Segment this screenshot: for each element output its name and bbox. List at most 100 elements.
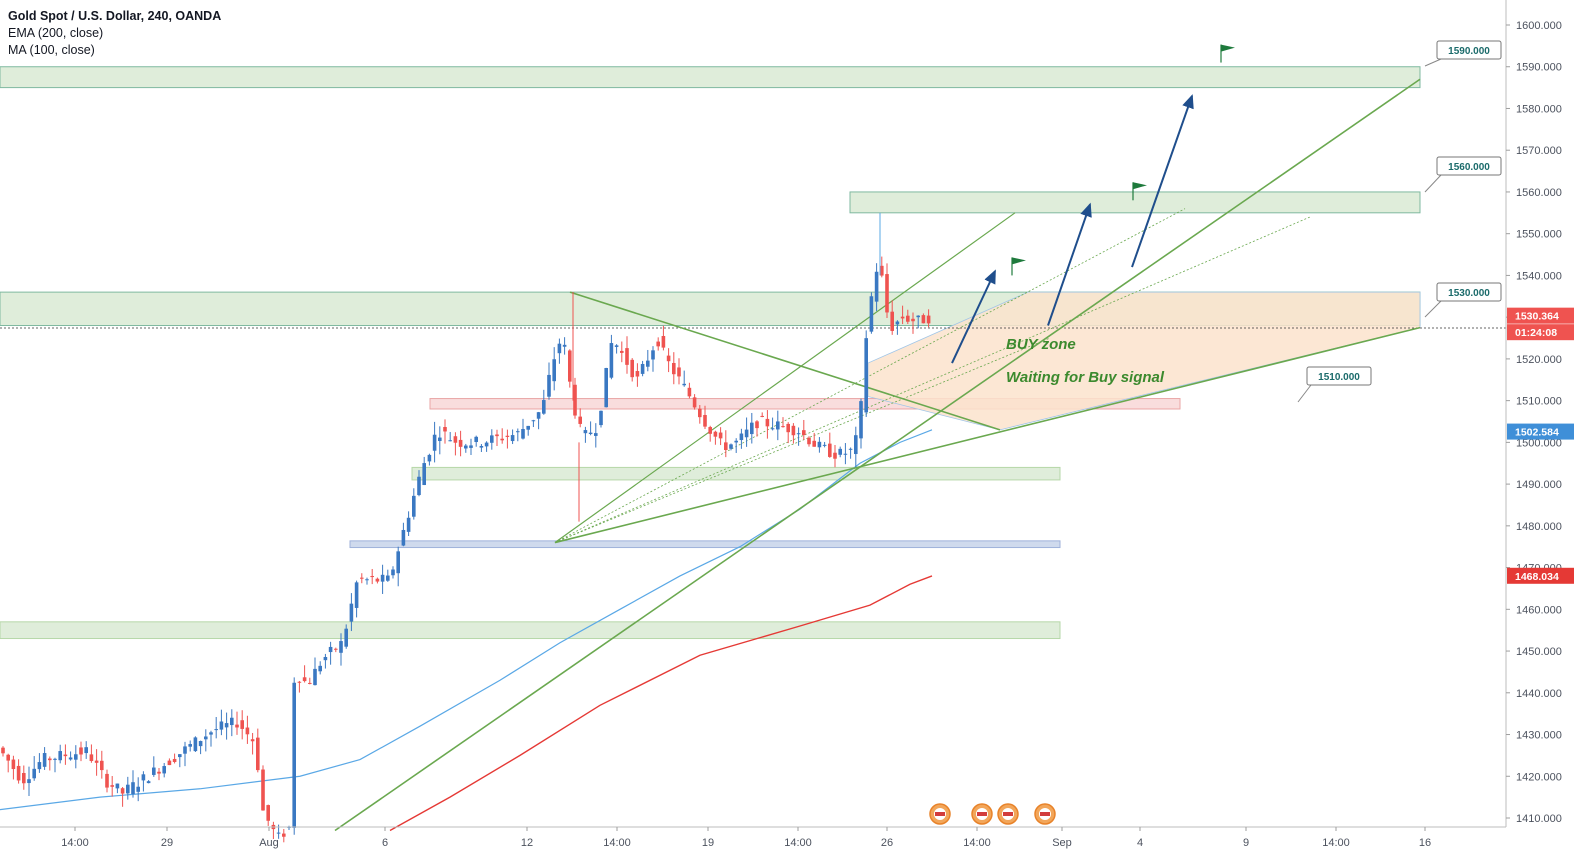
candle-body-63 <box>328 646 333 653</box>
candle-body-49 <box>256 737 260 771</box>
candle-body-1 <box>6 754 10 761</box>
candle-body-124 <box>646 360 650 367</box>
candle-body-59 <box>308 682 312 684</box>
candle-body-139 <box>724 442 728 451</box>
candle-body-88 <box>458 439 463 447</box>
trendline-2 <box>569 291 1001 431</box>
x-tick-label-10: Sep <box>1052 837 1072 849</box>
ma-indicator-label[interactable]: MA (100, close) <box>8 43 95 57</box>
candle-body-155 <box>807 437 811 445</box>
candle-body-42 <box>219 721 224 730</box>
trendline-5 <box>554 216 1311 543</box>
trendlines <box>334 78 1421 832</box>
candle-body-133 <box>692 397 697 408</box>
candle-body-58 <box>302 677 307 682</box>
candle-body-4 <box>22 772 26 784</box>
candle-body-134 <box>698 408 702 418</box>
countdown-box <box>1507 324 1574 341</box>
y-tick-label-19: 1600.000 <box>1516 20 1562 32</box>
candle-body-41 <box>214 729 218 731</box>
trendline-3 <box>554 212 1016 544</box>
candle-body-62 <box>323 656 328 661</box>
price-callout-0: 1590.000 <box>1424 40 1502 67</box>
candle-body-149 <box>776 421 780 430</box>
candle-body-37 <box>193 737 198 752</box>
candle-body-156 <box>812 440 816 447</box>
target-flag-icon-0 <box>1011 257 1026 276</box>
candle-body-38 <box>198 741 203 747</box>
last-price-box <box>1507 307 1574 324</box>
x-tick-label-7: 14:00 <box>784 837 812 849</box>
candle-body-43 <box>224 723 229 728</box>
candle-body-54 <box>282 833 286 837</box>
candle-body-142 <box>739 433 744 441</box>
candle-body-26 <box>136 786 140 792</box>
candle-body-18 <box>94 760 99 763</box>
candle-body-27 <box>141 774 146 781</box>
candle-body-20 <box>105 773 109 788</box>
x-tick-label-14: 16 <box>1419 837 1431 849</box>
y-tick-label-5: 1460.000 <box>1516 604 1562 616</box>
candle-body-16 <box>84 747 88 754</box>
candle-body-157 <box>817 441 822 448</box>
candle-body-162 <box>843 453 848 455</box>
event-flag-icon-3 <box>1034 803 1056 825</box>
candle-body-56 <box>292 682 296 828</box>
candle-body-75 <box>391 569 395 576</box>
candle-body-93 <box>484 442 489 447</box>
candle-body-2 <box>11 759 16 770</box>
y-tick-label-17: 1580.000 <box>1516 103 1562 115</box>
candle-body-9 <box>48 758 52 761</box>
candle-body-48 <box>250 739 255 742</box>
time-axis[interactable]: 14:00 29 Aug 6 12 14:00 19 14:00 26 14:00 Sep 4 9 14:… <box>0 826 1506 849</box>
candle-body-28 <box>146 781 151 784</box>
candle-body-94 <box>490 435 494 443</box>
candle-body-66 <box>344 628 348 647</box>
candle-body-128 <box>666 355 671 362</box>
candle-body-8 <box>42 753 47 767</box>
candle-body-72 <box>375 578 380 582</box>
candle-body-33 <box>172 758 177 762</box>
price-axis[interactable]: 1410.000 1420.000 1430.000 1440.000 1450.000… <box>1505 0 1574 827</box>
candle-body-141 <box>734 440 738 443</box>
candle-body-132 <box>687 387 692 397</box>
ema-line <box>0 429 933 811</box>
event-flag-icon-2 <box>997 803 1019 825</box>
candle-body-64 <box>334 648 338 650</box>
y-tick-label-13: 1540.000 <box>1516 270 1562 282</box>
candle-body-97 <box>505 435 510 437</box>
candle-body-73 <box>380 574 385 582</box>
candle-body-108 <box>562 344 567 347</box>
x-tick-label-9: 14:00 <box>963 837 991 849</box>
candle-body-167 <box>869 296 874 332</box>
candle-body-22 <box>115 783 120 789</box>
candle-body-116 <box>604 368 608 408</box>
candle-body-19 <box>100 760 104 771</box>
candle-body-144 <box>750 422 754 435</box>
ma-line <box>389 575 933 832</box>
candle-body-10 <box>53 758 57 760</box>
candle-body-17 <box>89 754 94 762</box>
zone-4 <box>411 466 1061 481</box>
candle-body-76 <box>396 551 400 574</box>
candle-body-158 <box>822 444 827 446</box>
candle-body-136 <box>708 427 712 434</box>
ma-value-box-text: 1468.034 <box>1515 571 1559 583</box>
candle-body-165 <box>859 401 863 439</box>
y-tick-label-15: 1560.000 <box>1516 187 1562 199</box>
x-tick-label-11: 4 <box>1137 837 1143 849</box>
candle-body-120 <box>625 348 629 365</box>
symbol-title[interactable]: Gold Spot / U.S. Dollar, 240, OANDA <box>8 9 222 23</box>
candle-body-65 <box>339 641 343 653</box>
candle-body-107 <box>557 343 562 354</box>
x-tick-label-3: 6 <box>382 837 388 849</box>
buy-arrow-2 <box>1131 94 1194 268</box>
ema-indicator-label[interactable]: EMA (200, close) <box>8 26 104 40</box>
ema-value-box-text: 1502.584 <box>1515 427 1559 439</box>
candle-body-45 <box>235 724 239 728</box>
last-price-box-text: 1530.364 <box>1515 311 1559 323</box>
price-callout-1: 1560.000 <box>1424 156 1502 193</box>
candle-body-69 <box>360 577 364 579</box>
candle-body-77 <box>401 529 406 546</box>
